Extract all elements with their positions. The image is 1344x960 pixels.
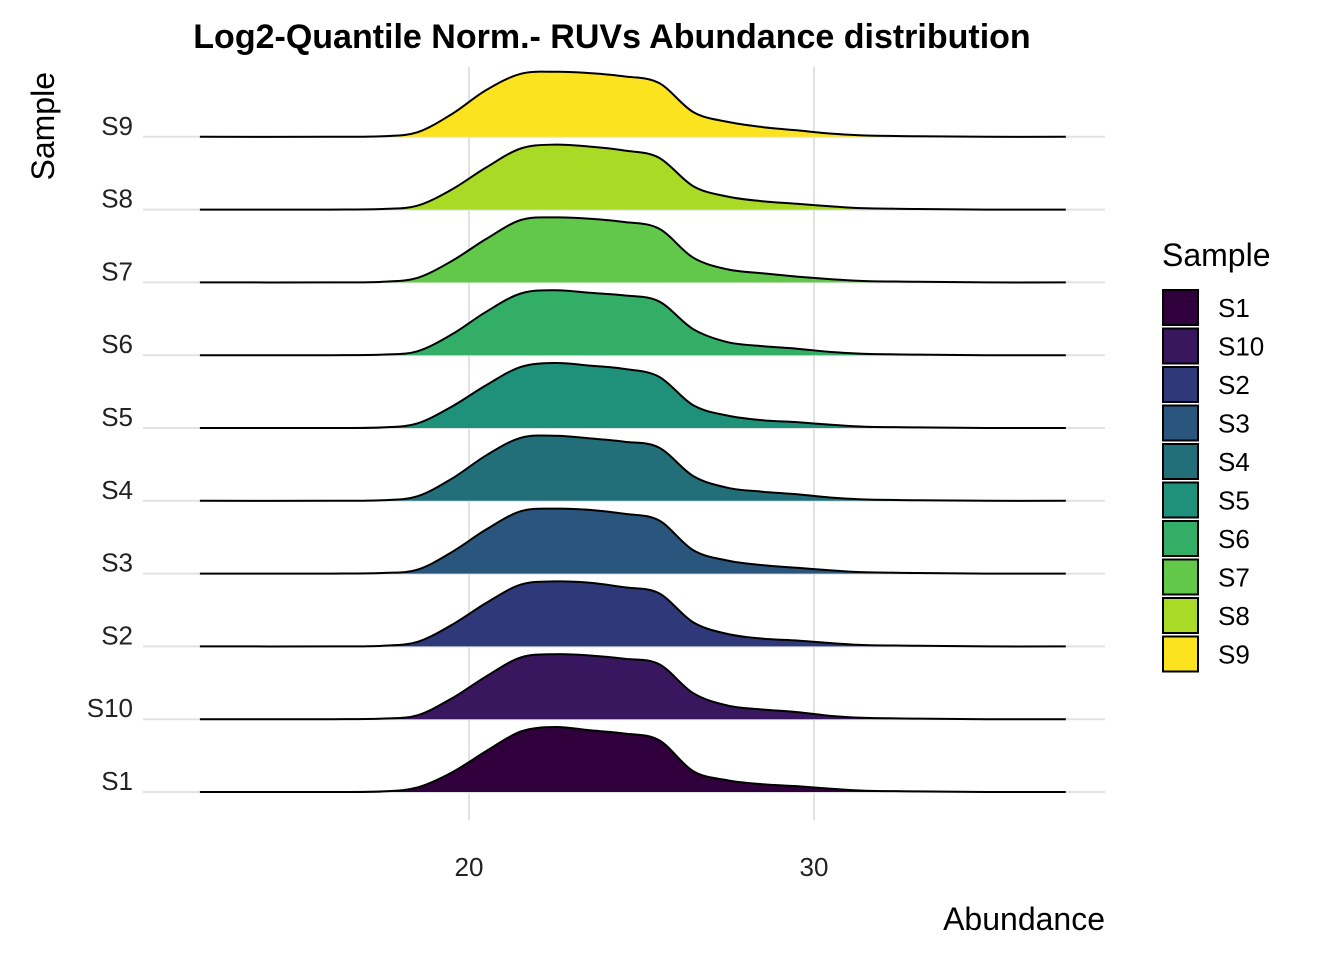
y-tick-label-S7: S7 [101, 256, 133, 286]
y-tick-label-S8: S8 [101, 184, 133, 214]
legend-item-S7: S7 [1162, 558, 1250, 596]
ridge-fill-S6 [199, 290, 1066, 356]
ridge-line-S5 [199, 361, 1066, 430]
ridge-S3 [199, 507, 1066, 575]
legend-item-S6: S6 [1162, 520, 1250, 557]
ridge-line-S3 [199, 507, 1066, 575]
legend-item-S3: S3 [1162, 404, 1250, 442]
y-tick-label-S4: S4 [101, 475, 133, 505]
legend-swatch-S6 [1162, 520, 1199, 557]
legend-label-S9: S9 [1218, 640, 1250, 670]
legend-label-S4: S4 [1218, 447, 1250, 477]
ridge-S4 [199, 434, 1066, 502]
ridge-fill-S5 [199, 362, 1066, 429]
ridge-line-S9 [199, 70, 1066, 138]
ridge-line-S2 [199, 580, 1066, 648]
legend-label-S1: S1 [1218, 293, 1250, 323]
ridge-line-S7 [199, 216, 1066, 284]
y-tick-label-S10: S10 [87, 693, 133, 723]
ridge-fill-S7 [199, 217, 1066, 283]
ridge-fill-S2 [199, 581, 1066, 647]
ridge-fill-S3 [199, 508, 1066, 574]
x-tick-labels: 20 30 [455, 852, 829, 882]
ridge-line-S4 [199, 434, 1066, 502]
legend-swatch-S9 [1162, 635, 1199, 673]
ridge-fill-S9 [199, 71, 1066, 137]
ridge-line-S8 [199, 143, 1066, 211]
y-tick-label-S1: S1 [101, 766, 133, 796]
ridge-line-S6 [199, 289, 1066, 357]
ridge-S9 [199, 70, 1066, 138]
legend-label-S7: S7 [1218, 563, 1250, 593]
legend-title: Sample [1162, 237, 1271, 273]
y-axis-title: Sample [25, 72, 61, 181]
ridge-fill-S4 [199, 435, 1066, 501]
ridges [199, 70, 1066, 794]
legend-swatch-S4 [1162, 443, 1199, 480]
legend-item-S9: S9 [1162, 635, 1250, 673]
legend-items: S1 S10 S2 S3 S4 S5 S6 S7 S8 S9 [1162, 289, 1264, 673]
legend-item-S8: S8 [1162, 597, 1250, 634]
chart-title: Log2-Quantile Norm.- RUVs Abundance dist… [193, 18, 1030, 56]
ridge-line-S10 [199, 653, 1066, 721]
ridge-S1 [199, 725, 1066, 794]
y-tick-labels: S1 S10 S2 S3 S4 S5 S6 S7 S8 S9 [87, 111, 133, 796]
legend-swatch-S3 [1162, 404, 1199, 442]
ridge-S8 [199, 143, 1066, 211]
y-tick-label-S2: S2 [101, 620, 133, 650]
legend-swatch-S1 [1162, 289, 1199, 326]
legend-swatch-S10 [1162, 327, 1199, 365]
x-tick-label-20: 20 [455, 852, 484, 882]
legend-item-S2: S2 [1162, 366, 1250, 403]
legend-label-S8: S8 [1218, 601, 1250, 631]
legend-label-S5: S5 [1218, 486, 1250, 516]
legend-label-S3: S3 [1218, 409, 1250, 439]
ridge-line-S1 [199, 725, 1066, 794]
legend-swatch-S2 [1162, 366, 1199, 403]
legend-item-S10: S10 [1162, 327, 1264, 365]
x-axis-title: Abundance [943, 901, 1105, 937]
legend-item-S1: S1 [1162, 289, 1250, 326]
legend: Sample S1 S10 S2 S3 S4 S5 S6 S7 S8 S9 [1162, 237, 1271, 673]
legend-swatch-S7 [1162, 558, 1199, 596]
y-tick-label-S9: S9 [101, 111, 133, 141]
legend-label-S6: S6 [1218, 524, 1250, 554]
ridge-fill-S8 [199, 144, 1066, 210]
y-tick-label-S5: S5 [101, 402, 133, 432]
ridge-S7 [199, 216, 1066, 284]
ridge-S5 [199, 361, 1066, 430]
ridge-fill-S1 [199, 726, 1066, 793]
legend-item-S5: S5 [1162, 481, 1250, 519]
legend-label-S2: S2 [1218, 370, 1250, 400]
ridge-fill-S10 [199, 654, 1066, 720]
legend-label-S10: S10 [1218, 332, 1264, 362]
y-tick-label-S6: S6 [101, 329, 133, 359]
legend-swatch-S8 [1162, 597, 1199, 634]
y-tick-label-S3: S3 [101, 548, 133, 578]
legend-swatch-S5 [1162, 481, 1199, 519]
ridge-S10 [199, 653, 1066, 721]
x-tick-label-30: 30 [800, 852, 829, 882]
legend-item-S4: S4 [1162, 443, 1250, 480]
ridge-S6 [199, 289, 1066, 357]
ridge-S2 [199, 580, 1066, 648]
